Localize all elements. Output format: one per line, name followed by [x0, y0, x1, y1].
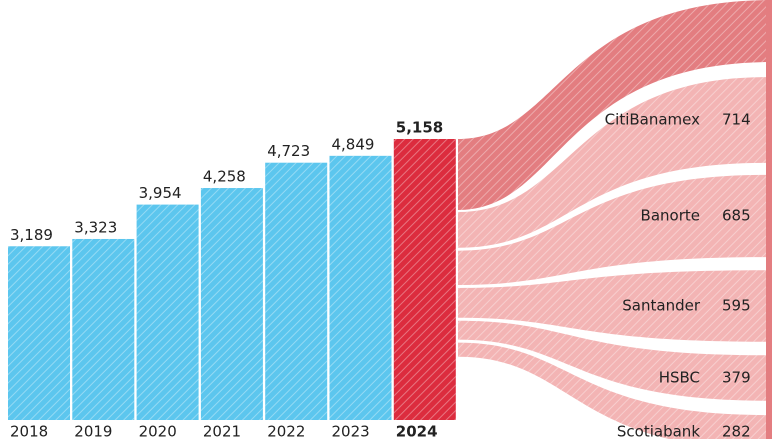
bank-label: Banorte	[641, 207, 700, 225]
bank-label: HSBC	[659, 369, 700, 387]
bar-hatch	[265, 162, 328, 421]
x-tick-label: 2019	[74, 423, 112, 439]
x-tick-label: 2021	[203, 423, 241, 439]
value-label: 5,158	[396, 119, 443, 137]
bar-hatch	[72, 238, 135, 420]
value-label: 4,723	[267, 142, 310, 160]
bar-hatch	[136, 204, 199, 420]
value-label: 3,954	[139, 184, 182, 202]
bank-value: 379	[722, 369, 751, 387]
bank-value: 714	[722, 111, 751, 129]
right-edge	[766, 0, 772, 439]
x-tick-label: 2018	[10, 423, 48, 439]
bar-hatch	[200, 188, 263, 420]
bank-value: 282	[722, 423, 751, 439]
bank-label: Scotiabank	[617, 423, 700, 439]
flow-hatch	[458, 77, 766, 248]
x-tick-label: 2024	[396, 423, 438, 439]
bank-label: Santander	[622, 297, 701, 315]
bank-label: CitiBanamex	[605, 111, 700, 129]
value-label: 4,258	[203, 168, 246, 186]
value-label: 3,189	[10, 226, 53, 244]
bar-hatch	[393, 139, 456, 420]
flow-hatch	[458, 320, 766, 401]
x-tick-label: 2023	[332, 423, 370, 439]
flow-hatch	[458, 174, 766, 285]
bank-value: 685	[722, 207, 751, 225]
value-label: 3,323	[74, 218, 117, 236]
flow-hatch	[458, 270, 766, 342]
bank-value: 595	[722, 297, 751, 315]
x-tick-label: 2020	[139, 423, 177, 439]
bar-hatch	[8, 246, 70, 420]
bar-hatch	[329, 155, 392, 420]
x-tick-label: 2022	[267, 423, 305, 439]
value-label: 4,849	[332, 135, 375, 153]
top-flow-hatch	[458, 0, 772, 210]
flow-hatch	[458, 342, 766, 439]
